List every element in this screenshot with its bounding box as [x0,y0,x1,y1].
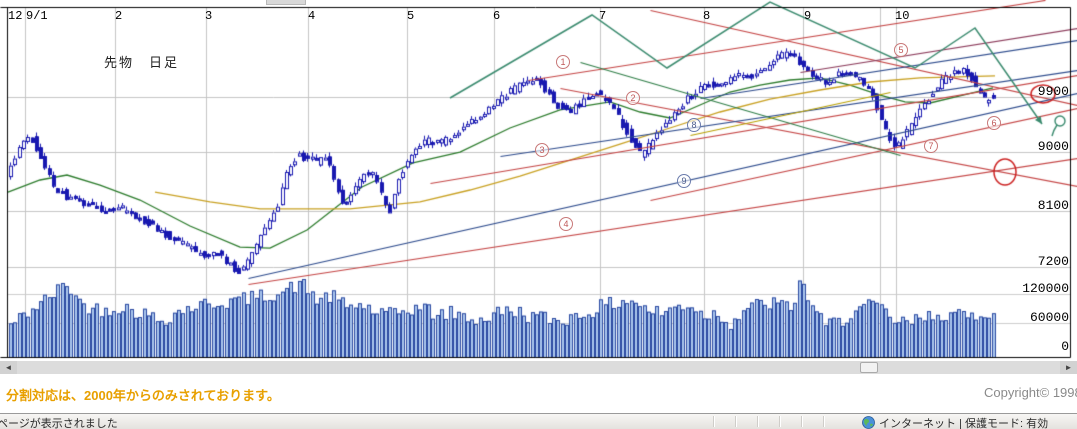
top-ui-fragment [266,0,306,5]
security-zone-text: インターネット | 保護モード: 有効 [879,418,1049,429]
chart-region: 12 9/1 2 3 4 5 6 7 8 9 10 9900 9000 8100 7200 120000 600… [0,0,1077,360]
status-message: ページが表示されました [0,418,118,429]
scrollbar-left-arrow-icon[interactable]: ◄ [0,361,17,374]
scrollbar-right-arrow-icon[interactable]: ► [1060,361,1077,374]
status-pane-separator [779,416,781,427]
candlestick-chart-canvas [0,0,1077,360]
scrollbar-thumb[interactable] [860,362,878,373]
horizontal-scrollbar[interactable]: ◄ ► [0,361,1077,374]
notice-row: 分割対応は、2000年からのみされております。 Copyright© 1998 [0,374,1077,413]
internet-globe-icon [862,416,875,429]
chart-title: 先物 日足 [104,55,180,70]
status-pane-separator [757,416,759,427]
status-pane-separator [801,416,803,427]
status-pane-separator [735,416,737,427]
status-pane-separator [713,416,715,427]
copyright-text: Copyright© 1998 [984,385,1077,400]
status-bar: ページが表示されました インターネット | 保護モード: 有効 [0,413,1077,429]
split-adjustment-notice: 分割対応は、2000年からのみされております。 [6,388,280,403]
status-pane-separator [823,416,825,427]
